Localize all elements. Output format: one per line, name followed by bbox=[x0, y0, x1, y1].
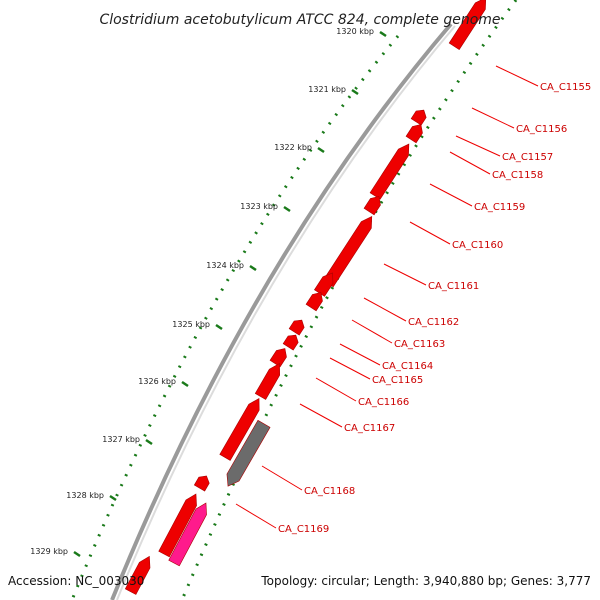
kbp-tick-label: 1321 kbp bbox=[308, 85, 346, 94]
kbp-tick-label: 1324 kbp bbox=[206, 261, 244, 270]
gene-arrow[interactable] bbox=[269, 345, 290, 368]
gene-label[interactable]: CA_C1168 bbox=[304, 486, 355, 497]
gene-arrow[interactable] bbox=[363, 193, 384, 216]
genome-backbone bbox=[110, 22, 453, 600]
kbp-tick-mark bbox=[249, 264, 257, 272]
kbp-tick-mark bbox=[215, 323, 223, 331]
gene-track bbox=[124, 0, 491, 595]
gene-arrow[interactable] bbox=[314, 270, 337, 297]
kbp-tick-mark bbox=[317, 146, 325, 154]
label-leader-line bbox=[409, 221, 451, 245]
gene-arrow[interactable] bbox=[158, 491, 202, 558]
gene-arrow[interactable] bbox=[305, 289, 326, 312]
gene-arrow[interactable] bbox=[369, 141, 414, 200]
gene-label[interactable]: CA_C1156 bbox=[516, 124, 567, 135]
label-leader-line bbox=[363, 297, 407, 322]
kbp-tick-label: 1329 kbp bbox=[30, 547, 68, 556]
genome-backbone-shadow bbox=[116, 25, 456, 600]
gene-label[interactable]: CA_C1159 bbox=[474, 202, 525, 213]
accession-text: Accession: NC_003030 bbox=[8, 574, 145, 588]
label-leader-line bbox=[329, 357, 371, 380]
gene-arrow[interactable] bbox=[405, 121, 426, 144]
kbp-tick-mark bbox=[379, 30, 387, 38]
gene-label[interactable]: CA_C1165 bbox=[372, 375, 423, 386]
gene-label[interactable]: CA_C1163 bbox=[394, 339, 445, 350]
kbp-tick-label: 1322 kbp bbox=[274, 143, 312, 152]
gene-label[interactable]: CA_C1166 bbox=[358, 397, 409, 408]
gene-arrow[interactable] bbox=[282, 332, 301, 351]
gene-arrow[interactable] bbox=[193, 473, 211, 492]
kbp-tick-label: 1325 kbp bbox=[172, 320, 210, 329]
kbp-tick-label: 1327 kbp bbox=[102, 435, 140, 444]
kbp-tick-group: 1320 kbp 1321 kbp 1322 kbp 1323 kbp 1324 kbp… bbox=[30, 27, 387, 558]
gene-arrow[interactable] bbox=[288, 317, 307, 336]
label-leader-line bbox=[315, 377, 357, 402]
gene-label[interactable]: CA_C1161 bbox=[428, 281, 479, 292]
kbp-tick-mark bbox=[109, 494, 117, 502]
label-leader-line bbox=[449, 151, 491, 175]
kbp-tick-mark bbox=[283, 205, 291, 213]
gene-arrow[interactable] bbox=[448, 0, 491, 51]
gene-label[interactable]: CA_C1167 bbox=[344, 423, 395, 434]
inner-ruler-track bbox=[180, 0, 518, 600]
gene-label[interactable]: CA_C1155 bbox=[540, 82, 591, 93]
gene-arrow[interactable] bbox=[168, 500, 212, 567]
label-leader-line bbox=[455, 135, 501, 157]
gene-label[interactable]: CA_C1157 bbox=[502, 152, 553, 163]
kbp-tick-mark bbox=[351, 88, 359, 96]
label-leader-lines bbox=[235, 65, 539, 529]
gene-arrow[interactable] bbox=[254, 361, 284, 400]
label-leader-line bbox=[351, 319, 393, 344]
gene-label-group: CA_C1155 CA_C1156 CA_C1157 CA_C1158 CA_C1159… bbox=[278, 82, 591, 535]
kbp-tick-mark bbox=[145, 438, 153, 446]
gene-label[interactable]: CA_C1164 bbox=[382, 361, 433, 372]
gene-arrow[interactable] bbox=[410, 107, 429, 126]
label-leader-line bbox=[235, 503, 277, 529]
gene-label[interactable]: CA_C1162 bbox=[408, 317, 459, 328]
gene-label[interactable]: CA_C1169 bbox=[278, 524, 329, 535]
kbp-tick-label: 1328 kbp bbox=[66, 491, 104, 500]
label-leader-line bbox=[495, 65, 539, 87]
label-leader-line bbox=[299, 403, 343, 428]
label-leader-line bbox=[471, 107, 515, 129]
kbp-tick-mark bbox=[181, 380, 189, 388]
label-leader-line bbox=[261, 465, 303, 491]
gene-arrow[interactable] bbox=[219, 396, 264, 461]
map-title: Clostridium acetobutylicum ATCC 824, com… bbox=[99, 12, 500, 28]
kbp-tick-mark bbox=[73, 550, 81, 558]
kbp-tick-label: 1326 kbp bbox=[138, 377, 176, 386]
gene-label[interactable]: CA_C1160 bbox=[452, 240, 503, 251]
gene-arrow[interactable] bbox=[124, 554, 154, 595]
kbp-tick-label: 1320 kbp bbox=[336, 27, 374, 36]
label-leader-line bbox=[383, 263, 427, 286]
gene-arrow[interactable] bbox=[222, 419, 271, 489]
kbp-tick-label: 1323 kbp bbox=[240, 202, 278, 211]
kbp-ruler-track bbox=[70, 35, 400, 600]
gene-label[interactable]: CA_C1158 bbox=[492, 170, 543, 181]
genome-stats-text: Topology: circular; Length: 3,940,880 bp… bbox=[261, 574, 591, 588]
label-leader-line bbox=[339, 343, 381, 366]
label-leader-line bbox=[429, 183, 473, 207]
